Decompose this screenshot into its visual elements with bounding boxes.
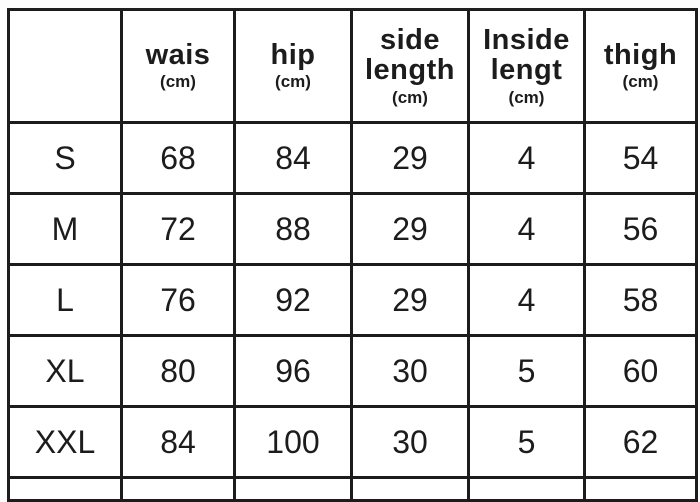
header-cell-side-length: side length (cm) [350, 8, 470, 124]
column-label: Inside lengt [483, 23, 570, 87]
value-cell: 58 [583, 263, 698, 337]
empty-cell [350, 476, 470, 502]
column-unit: (cm) [275, 72, 311, 92]
value-cell: 29 [350, 263, 470, 337]
table-row-l: L 76 92 29 4 58 [7, 263, 698, 337]
value-cell: 84 [233, 121, 353, 195]
size-label-cell: XXL [7, 405, 123, 479]
size-label-cell: XL [7, 334, 123, 408]
value-cell: 72 [120, 192, 236, 266]
header-cell-empty [7, 8, 123, 124]
value-cell: 96 [233, 334, 353, 408]
column-label: side length [365, 23, 455, 87]
column-unit: (cm) [160, 72, 196, 92]
table-row-xl: XL 80 96 30 5 60 [7, 334, 698, 408]
value-cell: 80 [120, 334, 236, 408]
size-label-cell: L [7, 263, 123, 337]
value-cell: 5 [467, 405, 586, 479]
value-cell: 60 [583, 334, 698, 408]
column-unit: (cm) [622, 72, 659, 92]
value-cell: 29 [350, 121, 470, 195]
value-cell: 5 [467, 334, 586, 408]
table-row-xxl: XXL 84 100 30 5 62 [7, 405, 698, 479]
value-cell: 92 [233, 263, 353, 337]
size-chart-table: wais (cm) hip (cm) side length (cm) Insi… [7, 8, 698, 502]
value-cell: 62 [583, 405, 698, 479]
value-cell: 4 [467, 263, 586, 337]
value-cell: 100 [233, 405, 353, 479]
value-cell: 30 [350, 405, 470, 479]
column-unit: (cm) [508, 87, 545, 107]
clipped-partial-row [7, 476, 698, 502]
header-cell-hip: hip (cm) [233, 8, 353, 124]
header-row: wais (cm) hip (cm) side length (cm) Insi… [7, 8, 698, 124]
header-cell-inside-length: Inside lengt (cm) [467, 8, 586, 124]
column-label: thigh [603, 39, 678, 71]
value-cell: 30 [350, 334, 470, 408]
value-cell: 29 [350, 192, 470, 266]
empty-cell [583, 476, 698, 502]
empty-cell [120, 476, 236, 502]
size-chart-image: { "table": { "colors": { "header_bg": "#… [7, 8, 698, 502]
value-cell: 4 [467, 121, 586, 195]
value-cell: 56 [583, 192, 698, 266]
empty-cell [467, 476, 586, 502]
table-row-s: S 68 84 29 4 54 [7, 121, 698, 195]
size-label-cell: M [7, 192, 123, 266]
value-cell: 54 [583, 121, 698, 195]
value-cell: 4 [467, 192, 586, 266]
value-cell: 76 [120, 263, 236, 337]
header-cell-thigh: thigh (cm) [583, 8, 698, 124]
column-unit: (cm) [392, 87, 428, 107]
table-row-m: M 72 88 29 4 56 [7, 192, 698, 266]
column-label: hip [270, 39, 316, 71]
header-cell-waist: wais (cm) [120, 8, 236, 124]
size-label-cell: S [7, 121, 123, 195]
value-cell: 84 [120, 405, 236, 479]
value-cell: 88 [233, 192, 353, 266]
column-label: wais [145, 39, 211, 71]
value-cell: 68 [120, 121, 236, 195]
empty-cell [233, 476, 353, 502]
empty-cell [7, 476, 123, 502]
